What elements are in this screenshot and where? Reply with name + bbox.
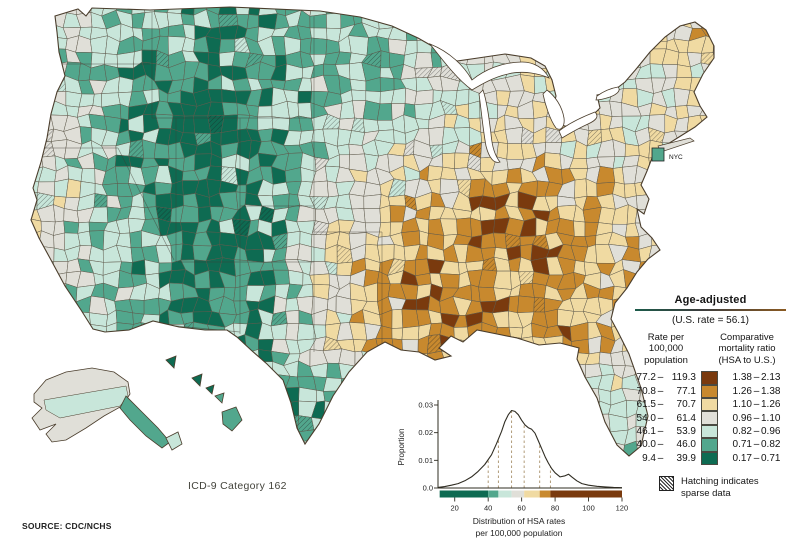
range-dash: – — [753, 412, 760, 424]
lake-erie — [558, 111, 598, 139]
x-tick-label: 60 — [517, 504, 525, 513]
range-dash: – — [753, 425, 760, 437]
legend-row: 40.0–46.0 0.71–0.82 — [636, 438, 781, 452]
range-dash: – — [753, 452, 760, 464]
range-dash: – — [657, 399, 664, 411]
legend-color-swatch — [701, 397, 718, 412]
us-rate-note: (U.S. rate = 56.1) — [672, 315, 749, 326]
chart-xlabel-line1: Distribution of HSA rates — [473, 516, 566, 526]
ratio-column-header: Comparative mortality ratio (HSA to U.S.… — [718, 332, 776, 366]
legend-rows: 77.2–119.3 1.38–2.13 70.8–77.1 1.26–1.38… — [630, 371, 792, 465]
nyc-area — [651, 147, 665, 162]
range-dash: – — [753, 385, 760, 397]
nyc-label: NYC — [669, 154, 683, 161]
hawaii-island — [221, 406, 243, 432]
range-dash: – — [657, 372, 664, 384]
range-dash: – — [753, 439, 760, 451]
x-tick-label: 20 — [451, 504, 459, 513]
hatch-note-text: Hatching indicates sparse data — [681, 475, 759, 499]
legend-row: 9.4–39.9 0.17–0.71 — [642, 451, 781, 465]
range-dash: – — [753, 399, 760, 411]
x-tick-label: 80 — [551, 504, 559, 513]
distribution-chart: 0.0 0.01 0.02 0.03 20 40 60 80 100 120 P… — [397, 400, 629, 538]
range-dash: – — [657, 412, 664, 424]
x-tick-label: 100 — [582, 504, 595, 513]
hawaii-island — [205, 384, 215, 395]
range-dash: – — [657, 439, 664, 451]
great-lakes — [428, 43, 620, 163]
x-tick-label: 40 — [484, 504, 492, 513]
rate-column-header: Rate per 100,000 population — [644, 332, 688, 366]
range-dash: – — [657, 452, 664, 464]
y-tick-label: 0.02 — [418, 428, 433, 437]
hawaii-island — [165, 355, 177, 369]
hawaii-island — [191, 373, 203, 387]
alaska-band — [43, 385, 129, 419]
range-dash: – — [753, 372, 760, 384]
legend-row: 61.5–70.7 1.10–1.26 — [636, 397, 781, 412]
legend-color-swatch — [701, 438, 718, 452]
legend-color-swatch — [701, 411, 718, 425]
legend-rule — [635, 309, 786, 311]
hawaii-island — [214, 392, 225, 404]
legend-row: 46.1–53.9 0.82–0.96 — [636, 424, 781, 439]
y-tick-label: 0.03 — [418, 401, 433, 410]
legend-column-headers: Rate per 100,000 population Comparative … — [629, 332, 792, 366]
legend-color-swatch — [701, 384, 718, 398]
hatch-note: Hatching indicates sparse data — [659, 475, 792, 500]
legend-row: 70.8–77.1 1.26–1.38 — [636, 384, 781, 398]
icd-category-label: ICD-9 Category 162 — [188, 480, 287, 492]
range-dash: – — [657, 385, 664, 397]
legend-panel: Age-adjusted (U.S. rate = 56.1) Rate per… — [629, 294, 792, 500]
legend-color-swatch — [701, 451, 718, 465]
range-dash: – — [657, 425, 664, 437]
legend-color-swatch — [701, 371, 718, 385]
legend-title: Age-adjusted — [674, 294, 747, 306]
hawaii — [165, 355, 243, 432]
y-tick-label: 0.01 — [418, 456, 433, 465]
legend-row: 77.2–119.3 1.38–2.13 — [636, 371, 781, 385]
source-label: SOURCE: CDC/NCHS — [22, 521, 112, 531]
x-tick-label: 120 — [616, 504, 629, 513]
lake-huron — [542, 89, 565, 130]
chart-ylabel: Proportion — [397, 429, 406, 466]
lake-michigan — [478, 89, 501, 163]
chart-xlabel-line2: per 100,000 population — [476, 528, 563, 538]
legend-color-swatch — [701, 424, 718, 439]
state-borders — [42, 12, 383, 352]
legend-row: 54.0–61.4 0.96–1.10 — [636, 411, 781, 425]
y-tick-label: 0.0 — [423, 484, 433, 493]
distribution-dynamic-layer — [434, 404, 623, 502]
lake-ontario — [595, 86, 620, 101]
alaska-panhandle-tip — [165, 431, 183, 451]
alaska-panhandle — [119, 395, 171, 449]
alaska — [31, 367, 183, 451]
lake-superior — [428, 43, 550, 91]
hatch-swatch-icon — [659, 475, 674, 491]
